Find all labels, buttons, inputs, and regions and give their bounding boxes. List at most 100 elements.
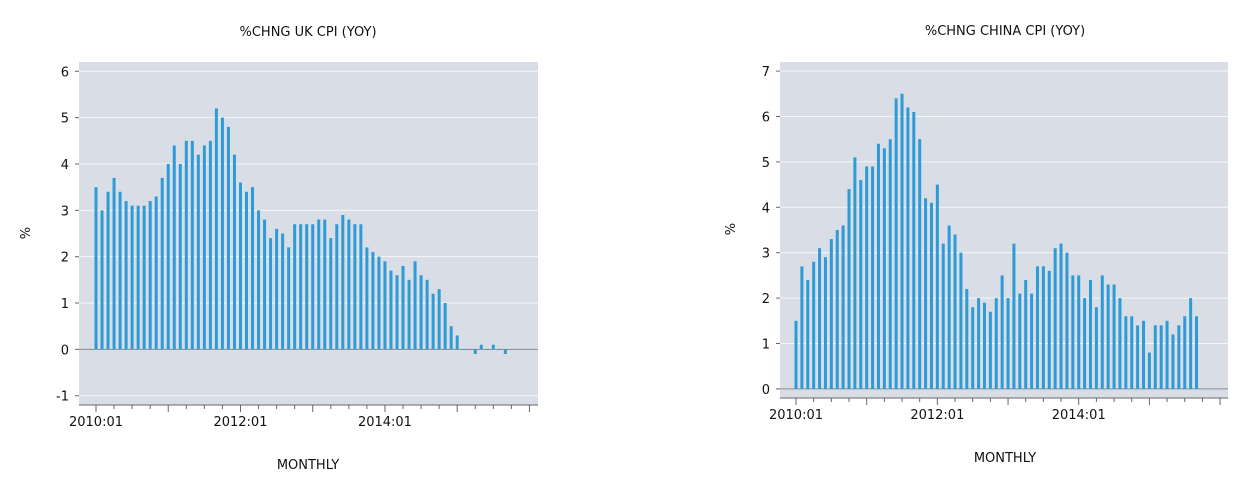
bar [341,214,345,350]
bar [263,219,267,350]
bar [401,265,405,350]
bar [1006,298,1010,389]
bar [1142,320,1146,389]
bar [365,247,369,350]
bar [455,335,459,350]
bar [347,219,351,350]
bar [965,289,969,389]
bar [1189,298,1193,389]
bar [1024,279,1028,389]
bar [1147,352,1151,389]
bar [245,191,248,350]
bar [882,148,886,389]
bar [859,180,863,389]
x-tick-label: 2014:01 [358,415,412,430]
bar [118,191,122,350]
bar [871,166,875,389]
bar [160,177,164,350]
y-tick-label: 2 [762,292,770,307]
bar [1153,325,1157,389]
bar [485,349,489,350]
bar [419,275,423,350]
bar [269,238,273,350]
bar [1112,284,1116,389]
bar [305,224,309,350]
bar [112,177,116,350]
bar [1100,275,1104,389]
x-tick-label: 2010:01 [769,408,823,423]
bar [251,187,255,350]
bar [994,298,998,389]
bar [1047,270,1051,389]
x-tick-label: 2010:01 [69,415,123,430]
bar [407,279,411,350]
bar [238,182,242,350]
bar [202,145,206,350]
bar [359,224,363,350]
bar [953,234,957,389]
bar [800,266,804,389]
bar [794,320,798,389]
bar [912,111,916,389]
bar [924,198,928,389]
bar [395,275,399,350]
bar [1059,243,1063,389]
bar [1136,325,1140,389]
bar [1118,298,1122,389]
bar [818,248,822,389]
bar [894,98,898,389]
bar [377,256,381,350]
bar [829,239,833,389]
bar [196,154,200,350]
bar [841,225,845,389]
bar [389,270,393,350]
bar [142,205,146,350]
bar [106,191,110,350]
y-tick-label: 1 [61,297,69,312]
bar [491,344,495,350]
bar [977,298,981,389]
chart-2: 0 1 2 3 4 5 6 7 2010:01 2012:01 2014:01 %CHNG CHINA… [724,24,1228,466]
bar [1065,252,1069,389]
bar [1012,243,1016,389]
bar [208,140,212,350]
bar [503,349,507,355]
bar [220,117,224,350]
bar [329,238,333,350]
bar [431,293,435,350]
y-tick-label: 0 [762,383,770,398]
bar [988,311,992,389]
bar [353,224,357,350]
bar [876,143,880,389]
y-tick-label: -1 [56,390,69,405]
bar [982,302,986,389]
bar [1177,325,1181,389]
bar [853,157,857,389]
bar [1106,284,1110,389]
bar [935,184,939,389]
bar [467,349,471,350]
bar [335,224,339,350]
bar [888,139,892,389]
bar [281,233,285,350]
x-axis-label: MONTHLY [277,458,339,473]
bar [461,349,465,350]
bar [959,252,963,389]
y-tick-label: 5 [762,156,770,171]
bar [232,154,236,350]
bar [172,145,176,350]
x-axis-label: MONTHLY [974,451,1036,466]
bar [1165,320,1169,389]
bar [1094,307,1098,389]
bar [473,349,477,355]
bar [929,202,933,389]
y-tick-label: 4 [61,158,69,173]
bar [812,261,816,389]
bar [497,349,501,350]
bar [226,126,230,350]
bar [413,261,417,350]
bar [1083,298,1087,389]
x-tick-label: 2014:01 [1052,408,1106,423]
